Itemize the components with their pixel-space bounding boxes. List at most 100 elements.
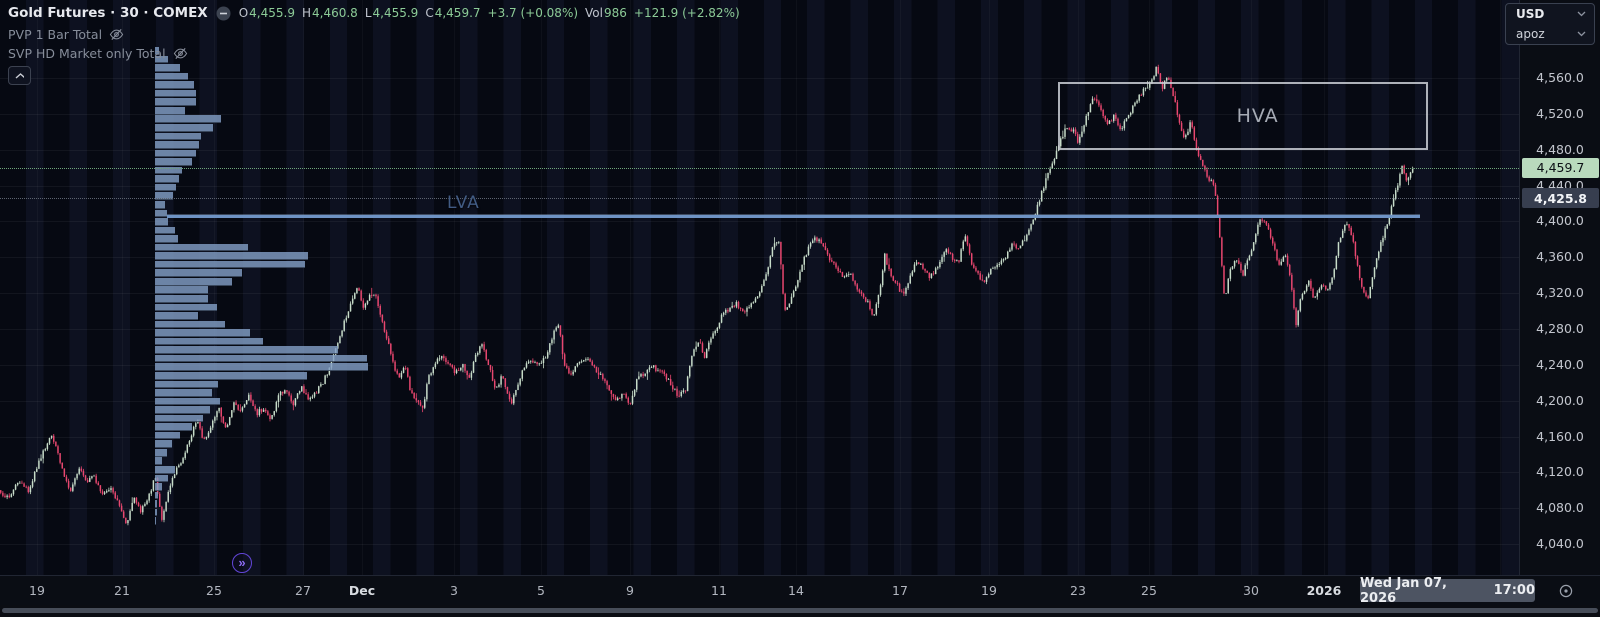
volume-profile-bar — [155, 303, 217, 312]
price-tick: 4,120.0 — [1536, 464, 1584, 480]
volume-profile-bar — [155, 269, 242, 277]
time-tick: 14 — [788, 583, 804, 598]
minus-circle-icon[interactable] — [216, 6, 231, 21]
volume-readout: 986 — [603, 5, 627, 20]
volume-profile-bar — [155, 132, 201, 141]
ohlc-readout: O4,455.9 H4,460.8 L4,455.9 C4,459.7 +3.7 (+0… — [238, 5, 740, 20]
axis-unit-panel: USD apoz — [1505, 3, 1595, 45]
time-tick: 5 — [537, 583, 545, 598]
lva-level-line[interactable] — [167, 214, 1420, 218]
volume-profile-bar — [155, 124, 213, 132]
symbol-legend: Gold Futures · 30 · COMEX O4,455.9 H4,460… — [8, 5, 747, 21]
volume-profile-bar — [155, 286, 208, 295]
volume-profile-bar — [155, 72, 188, 81]
unit-select[interactable]: apoz — [1506, 24, 1594, 44]
time-tick: 27 — [295, 583, 311, 598]
time-tick: 17 — [892, 583, 908, 598]
volume-profile-bar — [155, 414, 203, 423]
price-tick: 4,080.0 — [1536, 500, 1584, 516]
volume-profile-bar — [155, 423, 192, 431]
level-lines — [0, 167, 1519, 218]
volume-profile-bar — [155, 380, 218, 389]
hva-range-box[interactable]: HVA — [1058, 81, 1428, 150]
volume-profile-bar — [155, 209, 167, 218]
indicator-svp-label: SVP HD Market only Total — [8, 46, 166, 61]
time-tick: 19 — [29, 583, 45, 598]
last-price-badge: 4,459.7 — [1522, 157, 1599, 178]
scale-settings-icon[interactable] — [1558, 583, 1574, 603]
volume-profile-bar — [155, 457, 162, 466]
volume-profile-bar — [155, 491, 158, 500]
volume-profile-bar — [155, 440, 172, 448]
volume-profile-bar — [155, 183, 176, 192]
eye-off-icon[interactable] — [173, 46, 188, 61]
price-tick: 4,240.0 — [1536, 356, 1584, 372]
price-tick: 4,320.0 — [1536, 285, 1584, 301]
volume-profile-bar — [155, 474, 168, 483]
collapse-indicators-button[interactable] — [8, 66, 31, 85]
volume-profile-bar — [155, 508, 157, 517]
time-axis[interactable]: 19 21 25 27 Dec 3 5 9 11 14 17 19 23 25 30 2026 Wed Jan… — [0, 575, 1600, 606]
time-tick: 3 — [450, 583, 458, 598]
volume-profile-bar — [155, 64, 180, 72]
volume-profile-bar — [155, 252, 308, 260]
chevron-down-icon — [1577, 11, 1586, 17]
volume-profile-bar — [155, 320, 225, 329]
candlestick-series — [0, 64, 1414, 526]
volume-profile-bar — [155, 389, 212, 397]
eye-off-icon[interactable] — [109, 27, 124, 42]
volume-profile-bar — [155, 371, 307, 380]
symbol-title[interactable]: Gold Futures · 30 · COMEX — [8, 5, 208, 21]
volume-profile-bar — [155, 235, 178, 243]
indicator-row-pvp[interactable]: PVP 1 Bar Total — [8, 27, 124, 42]
volume-profile-bar — [155, 295, 208, 303]
price-tick: 4,160.0 — [1536, 428, 1584, 444]
volume-profile-bar — [155, 226, 175, 235]
volume-profile-bar — [155, 141, 199, 149]
volume-profile-bar — [155, 243, 248, 252]
change-readout: +3.7 (+0.08%) — [487, 5, 579, 20]
time-tick: 21 — [114, 583, 130, 598]
volume-profile-bar — [155, 312, 198, 320]
currency-select[interactable]: USD — [1506, 4, 1594, 24]
horizontal-scrollbar[interactable] — [0, 605, 1600, 617]
scrollbar-thumb[interactable] — [2, 608, 1598, 613]
volume-profile-bar — [155, 329, 250, 337]
volume-profile-bar — [155, 337, 263, 346]
session-bands — [0, 0, 1519, 575]
volume-profile-bar — [155, 47, 159, 55]
volume-profile-bar — [155, 192, 173, 201]
indicator-row-svp[interactable]: SVP HD Market only Total — [8, 46, 188, 61]
crosshair-date-badge: Wed Jan 07, 2026 17:00 — [1360, 575, 1535, 606]
volume-profile-bar — [155, 218, 168, 226]
price-chart-pane[interactable]: HVA LVA Gold Futures · 30 · COMEX O4,455… — [0, 0, 1519, 575]
time-tick: 30 — [1243, 583, 1259, 598]
volume-profile-bar — [155, 55, 168, 64]
time-tick: 11 — [711, 583, 727, 598]
volume-profile-bar — [155, 346, 338, 354]
volume-profile-bar — [155, 448, 167, 457]
replay-jump-button[interactable]: » — [232, 553, 252, 573]
volume-profile-bar — [155, 166, 182, 175]
price-tick: 4,200.0 — [1536, 392, 1584, 408]
volume-profile-bar — [155, 158, 192, 166]
volume-profile-bar — [155, 81, 194, 89]
volume-profile-bar — [155, 466, 175, 474]
price-tick: 4,280.0 — [1536, 320, 1584, 336]
chevron-up-icon — [15, 72, 24, 79]
price-tick: 4,040.0 — [1536, 536, 1584, 551]
volume-profile-bar — [155, 200, 165, 209]
price-tick: 4,480.0 — [1536, 141, 1584, 157]
price-axis[interactable]: 4,560.0 4,520.0 4,480.0 4,440.0 4,400.0 4,360… — [1519, 0, 1600, 575]
volume-profile-bar — [155, 260, 305, 269]
chevron-down-icon — [1577, 31, 1586, 37]
volume-profile-bar — [155, 115, 221, 124]
volume-profile-bar — [155, 431, 180, 440]
time-tick: 9 — [626, 583, 634, 598]
lva-label: LVA — [447, 193, 480, 213]
volume-profile-bar — [155, 397, 220, 406]
indicator-pvp-label: PVP 1 Bar Total — [8, 27, 103, 42]
time-tick: 25 — [1141, 583, 1157, 598]
volume-profile-bar — [155, 354, 367, 363]
volume-profile-bar — [155, 517, 156, 525]
